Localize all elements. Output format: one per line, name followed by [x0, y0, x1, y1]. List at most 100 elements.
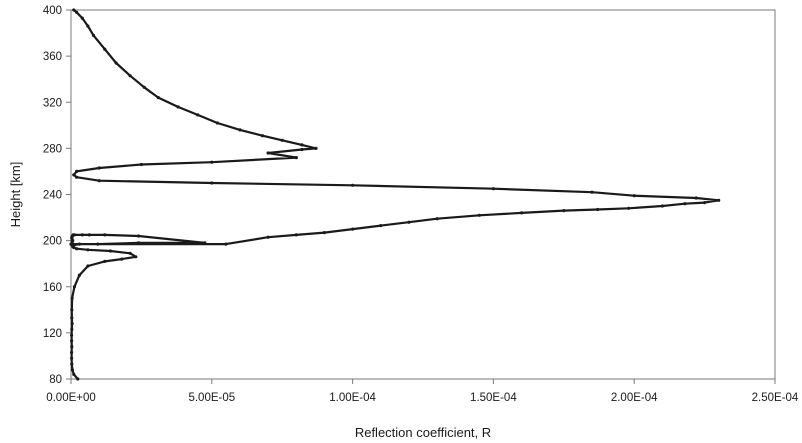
data-point: [75, 10, 79, 14]
data-point: [294, 233, 298, 237]
data-point: [660, 204, 665, 208]
data-point: [435, 217, 439, 221]
data-point: [77, 242, 81, 246]
data-point: [520, 211, 524, 215]
x-tick-label: 1.50E-04: [470, 392, 517, 404]
data-point: [76, 377, 80, 381]
data-point: [103, 259, 107, 263]
data-point: [72, 233, 76, 237]
data-point: [176, 105, 180, 109]
data-point: [70, 345, 74, 349]
data-point: [322, 231, 326, 235]
y-tick-label: 320: [43, 97, 62, 109]
data-point: [491, 187, 495, 191]
data-point: [134, 255, 138, 259]
y-tick-label: 120: [43, 328, 62, 340]
data-point: [97, 166, 101, 170]
data-point: [280, 138, 284, 142]
data-point: [128, 251, 132, 255]
data-point: [75, 169, 79, 173]
reflection-profile-line: [69, 8, 720, 381]
y-axis-ticks: 80 120 160 200 240 280 320 360 400: [43, 5, 71, 386]
reflection-profile-points: [69, 8, 721, 381]
data-point: [210, 181, 214, 185]
data-point: [142, 85, 146, 89]
data-point: [72, 173, 76, 177]
data-point: [72, 372, 76, 376]
data-point: [294, 156, 298, 160]
data-point: [75, 247, 79, 251]
data-point: [562, 209, 566, 213]
x-tick-label: 1.00E-04: [329, 392, 376, 404]
data-point: [694, 196, 698, 200]
data-point: [627, 206, 631, 210]
data-point: [314, 146, 318, 150]
data-point: [70, 322, 74, 326]
data-point: [137, 234, 141, 238]
data-point: [590, 190, 594, 194]
data-point: [75, 175, 79, 179]
data-point: [139, 162, 143, 167]
data-point: [103, 47, 107, 51]
data-point: [351, 183, 355, 187]
data-point: [77, 273, 81, 277]
data-point: [70, 356, 74, 360]
data-point: [70, 296, 74, 300]
data-point: [210, 160, 214, 164]
plot-area: [70, 9, 776, 380]
data-point: [266, 151, 270, 155]
y-tick-label: 280: [43, 143, 62, 155]
data-point: [379, 224, 383, 228]
data-point: [72, 285, 76, 289]
data-point: [128, 74, 132, 78]
data-point: [97, 179, 101, 183]
data-point: [96, 242, 100, 246]
y-tick-label: 160: [43, 282, 62, 294]
data-point: [260, 134, 265, 138]
data-point: [80, 233, 84, 237]
data-point: [70, 316, 74, 320]
data-point: [238, 128, 242, 132]
data-point: [224, 242, 228, 246]
x-axis-ticks: 0.00E+00 5.00E-05 1.00E-04 1.50E-04 2.00E-04…: [46, 379, 799, 404]
data-point: [120, 257, 124, 261]
data-point: [114, 61, 118, 65]
data-point: [70, 327, 74, 331]
data-point: [477, 213, 481, 217]
y-tick-label: 400: [43, 5, 62, 17]
data-point: [86, 248, 90, 252]
x-tick-label: 2.50E-04: [752, 392, 799, 404]
y-tick-label: 240: [43, 190, 62, 202]
data-point: [703, 201, 707, 205]
data-point: [70, 368, 74, 372]
y-tick-label: 80: [49, 374, 62, 386]
data-point: [300, 147, 304, 152]
data-point: [632, 194, 636, 198]
data-point: [407, 220, 411, 224]
data-point: [717, 198, 721, 202]
data-point: [70, 333, 74, 337]
data-point: [87, 233, 91, 237]
data-point: [72, 8, 76, 12]
data-point: [596, 207, 600, 212]
data-point: [108, 249, 112, 253]
y-tick-label: 360: [43, 51, 62, 63]
data-point: [215, 121, 219, 125]
data-point: [70, 308, 74, 312]
data-point: [196, 113, 200, 117]
data-point: [86, 264, 90, 268]
x-tick-label: 0.00E+00: [46, 392, 96, 404]
data-point: [137, 241, 141, 245]
x-tick-label: 5.00E-05: [188, 392, 235, 404]
y-axis-title: Height [km]: [8, 162, 23, 228]
data-point: [70, 350, 74, 355]
data-point: [351, 227, 355, 231]
data-point: [300, 143, 304, 147]
data-point: [103, 233, 107, 237]
data-point: [70, 362, 74, 366]
data-point: [70, 339, 74, 343]
data-point: [70, 242, 74, 246]
x-axis-title: Reflection coefficient, R: [355, 425, 491, 440]
